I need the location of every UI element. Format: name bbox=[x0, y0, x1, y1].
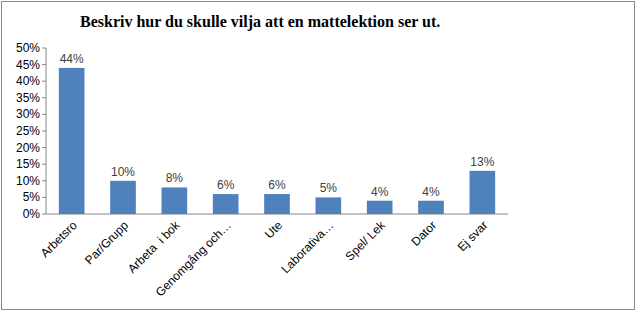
x-tick-label: Genomgång och… bbox=[153, 218, 234, 299]
bar bbox=[367, 201, 393, 214]
y-tick-label: 45% bbox=[16, 58, 40, 72]
y-tick bbox=[42, 131, 46, 132]
data-label: 6% bbox=[217, 178, 235, 192]
y-tick-label: 0% bbox=[23, 207, 41, 221]
data-label: 5% bbox=[320, 181, 338, 195]
x-tick-label: Laborativa… bbox=[278, 218, 336, 276]
bar bbox=[418, 201, 444, 214]
y-tick-label: 40% bbox=[16, 74, 40, 88]
data-label: 13% bbox=[470, 155, 494, 169]
bar bbox=[213, 194, 239, 214]
data-label: 10% bbox=[111, 165, 135, 179]
y-tick bbox=[42, 97, 46, 98]
y-tick-label: 10% bbox=[16, 174, 40, 188]
y-tick bbox=[42, 64, 46, 65]
y-tick bbox=[42, 147, 46, 148]
bar bbox=[470, 171, 496, 214]
y-tick-label: 20% bbox=[16, 141, 40, 155]
y-tick bbox=[42, 48, 46, 49]
y-tick-label: 5% bbox=[23, 190, 41, 204]
data-label: 6% bbox=[268, 178, 286, 192]
bars bbox=[59, 68, 495, 214]
y-tick bbox=[42, 197, 46, 198]
y-tick bbox=[42, 81, 46, 82]
data-label: 4% bbox=[422, 185, 440, 199]
y-axis bbox=[46, 48, 47, 214]
title: Beskriv hur du skulle vilja att en matte… bbox=[80, 13, 440, 31]
x-tick-label: Arbetsro bbox=[38, 218, 80, 260]
x-tick-label: Dator bbox=[408, 218, 439, 249]
bar bbox=[316, 197, 342, 214]
y-tick-label: 35% bbox=[16, 91, 40, 105]
y-tick-label: 15% bbox=[16, 157, 40, 171]
y-tick bbox=[42, 180, 46, 181]
y-tick-label: 30% bbox=[16, 107, 40, 121]
bar bbox=[110, 181, 136, 214]
data-label: 8% bbox=[166, 171, 184, 185]
y-tick-label: 50% bbox=[16, 41, 40, 55]
chart-frame bbox=[1, 1, 635, 310]
x-tick-label: Par/Grupp bbox=[82, 218, 131, 267]
y-tick-label: 25% bbox=[16, 124, 40, 138]
data-label: 4% bbox=[371, 185, 389, 199]
y-tick bbox=[42, 114, 46, 115]
x-tick-label: Spel/ Lek bbox=[343, 218, 389, 264]
bar bbox=[59, 68, 85, 214]
y-tick bbox=[42, 214, 46, 215]
data-label: 44% bbox=[60, 52, 84, 66]
bar bbox=[162, 187, 188, 214]
x-tick-label: Ej svar bbox=[455, 218, 491, 254]
chart: Beskriv hur du skulle vilja att en matte… bbox=[0, 0, 638, 313]
y-tick bbox=[42, 164, 46, 165]
bar bbox=[264, 194, 290, 214]
x-tick-label: Ute bbox=[262, 218, 285, 241]
